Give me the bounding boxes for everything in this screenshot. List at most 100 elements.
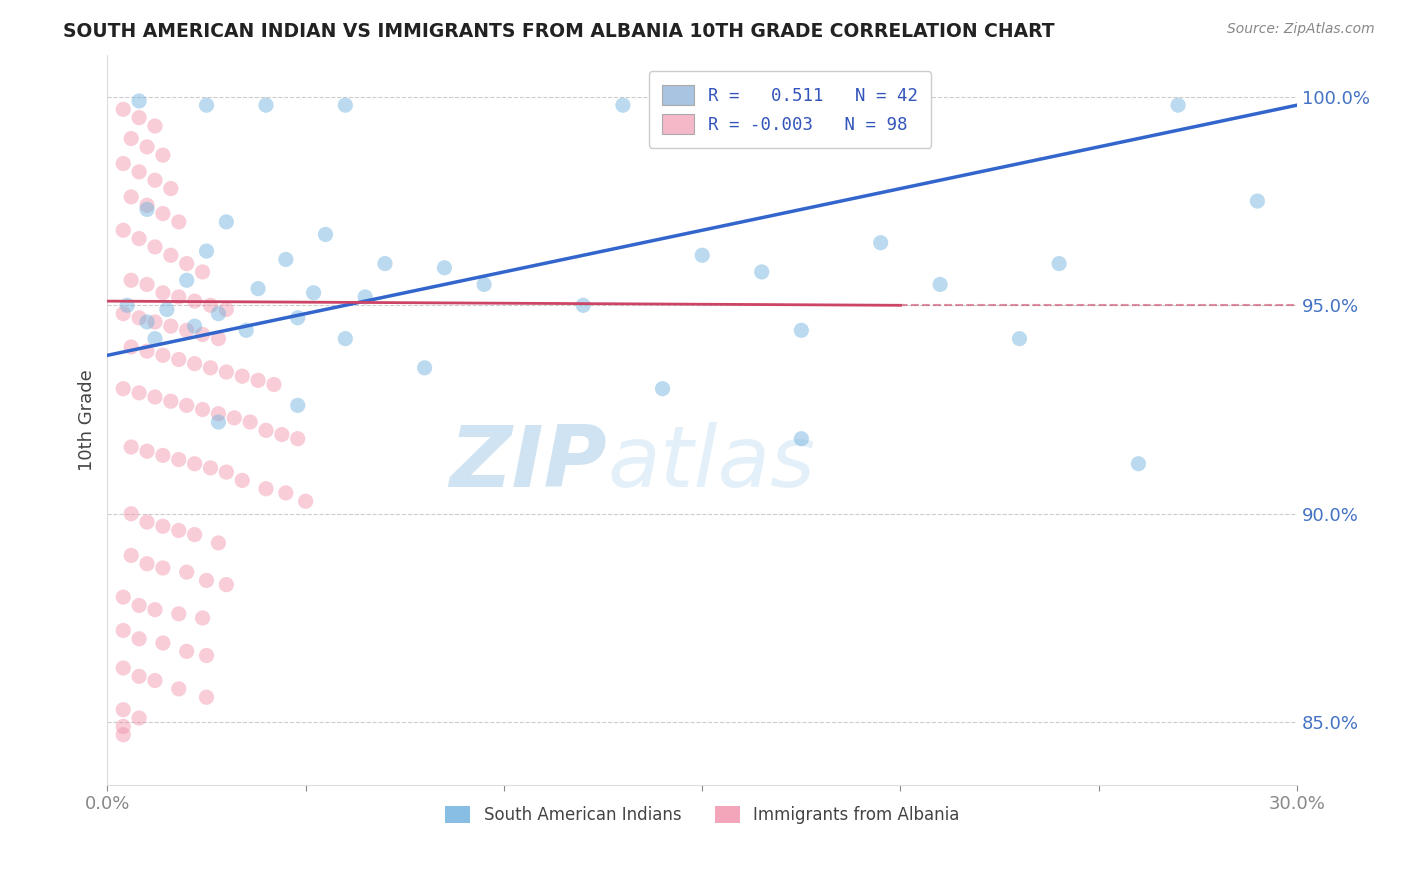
Point xyxy=(176,644,198,658)
Point xyxy=(314,227,336,242)
Point xyxy=(120,549,142,563)
Point xyxy=(433,260,456,275)
Point xyxy=(612,98,634,112)
Point xyxy=(143,390,166,404)
Point xyxy=(239,415,262,429)
Point xyxy=(120,340,142,354)
Point xyxy=(191,402,214,417)
Point xyxy=(120,190,142,204)
Point xyxy=(254,98,277,112)
Point xyxy=(167,452,190,467)
Point xyxy=(143,332,166,346)
Point xyxy=(120,507,142,521)
Point xyxy=(224,410,246,425)
Point xyxy=(176,565,198,579)
Point xyxy=(128,165,150,179)
Point xyxy=(215,215,238,229)
Point xyxy=(115,298,138,312)
Point xyxy=(167,352,190,367)
Point xyxy=(112,156,135,170)
Point xyxy=(167,290,190,304)
Point xyxy=(263,377,285,392)
Point xyxy=(651,382,673,396)
Point xyxy=(790,323,813,337)
Point xyxy=(136,344,159,359)
Point xyxy=(120,440,142,454)
Point xyxy=(929,277,952,292)
Point xyxy=(215,465,238,479)
Point xyxy=(335,332,357,346)
Point xyxy=(294,494,316,508)
Point xyxy=(790,432,813,446)
Point xyxy=(160,181,183,195)
Point xyxy=(287,398,309,412)
Point xyxy=(183,294,205,309)
Point xyxy=(152,348,174,362)
Point xyxy=(136,277,159,292)
Point xyxy=(235,323,257,337)
Point xyxy=(191,611,214,625)
Point xyxy=(572,298,595,312)
Point xyxy=(152,519,174,533)
Point xyxy=(167,607,190,621)
Point xyxy=(191,265,214,279)
Point xyxy=(136,202,159,217)
Point xyxy=(207,307,229,321)
Point xyxy=(136,140,159,154)
Point xyxy=(195,574,218,588)
Point xyxy=(1128,457,1150,471)
Point xyxy=(1167,98,1189,112)
Point xyxy=(152,148,174,162)
Point xyxy=(231,369,253,384)
Point xyxy=(128,669,150,683)
Point xyxy=(254,482,277,496)
Y-axis label: 10th Grade: 10th Grade xyxy=(79,369,96,471)
Point xyxy=(195,648,218,663)
Point xyxy=(112,307,135,321)
Point xyxy=(167,215,190,229)
Point xyxy=(254,423,277,437)
Point xyxy=(1008,332,1031,346)
Point xyxy=(176,323,198,337)
Point xyxy=(152,636,174,650)
Point xyxy=(160,394,183,409)
Point xyxy=(143,673,166,688)
Point xyxy=(1246,194,1268,208)
Point xyxy=(112,728,135,742)
Point xyxy=(183,319,205,334)
Point xyxy=(191,327,214,342)
Point xyxy=(183,457,205,471)
Point xyxy=(302,285,325,300)
Point xyxy=(270,427,292,442)
Point xyxy=(751,265,773,279)
Point xyxy=(413,360,436,375)
Point xyxy=(143,119,166,133)
Point xyxy=(287,310,309,325)
Point xyxy=(136,444,159,458)
Point xyxy=(374,257,396,271)
Point xyxy=(335,98,357,112)
Text: atlas: atlas xyxy=(607,422,815,505)
Point xyxy=(176,257,198,271)
Point xyxy=(128,599,150,613)
Point xyxy=(207,536,229,550)
Point xyxy=(143,173,166,187)
Point xyxy=(160,319,183,334)
Text: SOUTH AMERICAN INDIAN VS IMMIGRANTS FROM ALBANIA 10TH GRADE CORRELATION CHART: SOUTH AMERICAN INDIAN VS IMMIGRANTS FROM… xyxy=(63,22,1054,41)
Point xyxy=(136,515,159,529)
Point xyxy=(287,432,309,446)
Point xyxy=(195,98,218,112)
Point xyxy=(247,282,270,296)
Point xyxy=(183,357,205,371)
Point xyxy=(215,302,238,317)
Point xyxy=(112,382,135,396)
Point xyxy=(152,449,174,463)
Point xyxy=(112,661,135,675)
Point xyxy=(354,290,377,304)
Point xyxy=(112,223,135,237)
Point xyxy=(176,398,198,412)
Point xyxy=(152,561,174,575)
Point xyxy=(136,198,159,212)
Point xyxy=(112,590,135,604)
Point xyxy=(120,131,142,145)
